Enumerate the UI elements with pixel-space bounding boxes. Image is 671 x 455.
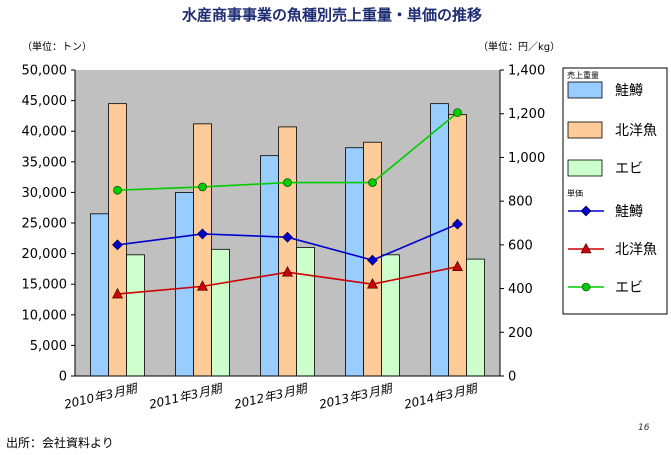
- right-tick-label-6: 1,200: [508, 107, 545, 122]
- legend-label-line-0: 鮭鱒: [615, 204, 643, 220]
- category-label-3: 2013年3月期: [318, 381, 395, 412]
- bar-series-2-4: [466, 258, 485, 377]
- legend-label-bar-1: 北洋魚: [615, 123, 657, 139]
- bar-series-0-1: [175, 191, 194, 377]
- right-tick-label-7: 1,400: [508, 64, 545, 79]
- point-series-2-4: [453, 108, 462, 117]
- bar-series-2-0: [126, 254, 145, 377]
- legend-label-bar-2: エビ: [615, 161, 643, 177]
- left-axis-unit: （単位：トン）: [22, 40, 92, 53]
- line-layer: [112, 108, 463, 299]
- point-series-0-1: [197, 228, 208, 240]
- right-tick-label-2: 400: [508, 282, 533, 297]
- legend-group-lines: 単価: [567, 188, 583, 198]
- legend-box: [562, 67, 668, 315]
- right-tick-label-0: 0: [508, 370, 516, 385]
- left-tick-label-7: 35,000: [22, 155, 68, 170]
- bar-series-0-4: [430, 103, 449, 377]
- point-series-0-0: [112, 239, 123, 251]
- left-tick-label-2: 10,000: [22, 308, 68, 323]
- bar-series-0-2: [260, 155, 279, 377]
- point-series-0-2: [282, 231, 293, 243]
- point-series-2-3: [368, 178, 377, 187]
- point-series-1-2: [282, 266, 293, 277]
- left-tick-label-0: 0: [59, 370, 67, 385]
- legend-marker-series-2: [581, 282, 591, 292]
- category-labels: 2010年3月期 2011年3月期 2012年3月期 2013年3月期 2014年3月期: [63, 381, 480, 412]
- bar-series-2-3: [381, 254, 400, 377]
- legend-label-bar-0: 鮭鱒: [615, 83, 643, 99]
- category-label-4: 2014年3月期: [403, 381, 480, 412]
- category-label-0: 2010年3月期: [63, 381, 140, 412]
- left-tick-label-8: 40,000: [22, 125, 68, 140]
- point-series-1-1: [197, 280, 208, 291]
- bar-series-1-4: [448, 114, 467, 377]
- right-tick-label-5: 1,000: [508, 151, 545, 166]
- legend-marker-series-1: [580, 242, 592, 254]
- point-series-1-4: [452, 260, 463, 272]
- legend-group-bars: 売上重量: [567, 70, 599, 80]
- right-tick-label-1: 200: [508, 326, 533, 341]
- legend-label-line-2: エビ: [615, 280, 643, 296]
- bar-series-2-2: [296, 247, 315, 377]
- left-tick-label-6: 30,000: [22, 186, 68, 201]
- right-axis-unit: （単位：円／kg）: [478, 40, 560, 53]
- legend-swatch-series-0: [567, 81, 603, 99]
- bar-series-0-0: [90, 213, 109, 377]
- left-tick-label-10: 50,000: [22, 64, 68, 79]
- point-series-1-0: [112, 287, 123, 299]
- point-series-2-1: [198, 182, 207, 192]
- legend-marker-series-0: [580, 205, 592, 217]
- left-tick-label-4: 20,000: [22, 247, 68, 262]
- point-series-0-3: [367, 254, 378, 266]
- right-tick-label-3: 600: [508, 238, 533, 253]
- point-series-0-4: [452, 218, 463, 230]
- left-tick-label-5: 25,000: [22, 217, 68, 232]
- bar-series-2-1: [211, 248, 230, 377]
- page-number: 16: [638, 423, 650, 433]
- chart-title: 水産商事事業の魚種別売上重量・単価の推移: [182, 6, 482, 24]
- point-series-1-3: [367, 278, 378, 289]
- axes: 0 5,000 10,000 15,000 20,000 25,000 30,000 35,0…: [22, 64, 546, 385]
- point-series-2-2: [283, 178, 292, 187]
- left-tick-label-9: 45,000: [22, 94, 68, 109]
- left-tick-label-3: 15,000: [22, 278, 68, 293]
- left-tick-label-1: 5,000: [30, 339, 67, 354]
- category-label-2: 2012年3月期: [233, 381, 310, 412]
- legend-swatch-series-2: [567, 159, 603, 177]
- bar-series-1-2: [278, 126, 297, 377]
- source-note: 出所：会社資料より: [6, 435, 114, 450]
- right-tick-label-4: 800: [508, 195, 533, 210]
- bar-series-1-1: [193, 123, 212, 377]
- legend-label-line-1: 北洋魚: [615, 242, 657, 258]
- legend-swatch-series-1: [567, 121, 603, 139]
- category-label-1: 2011年3月期: [148, 381, 225, 412]
- point-series-2-0: [113, 185, 122, 195]
